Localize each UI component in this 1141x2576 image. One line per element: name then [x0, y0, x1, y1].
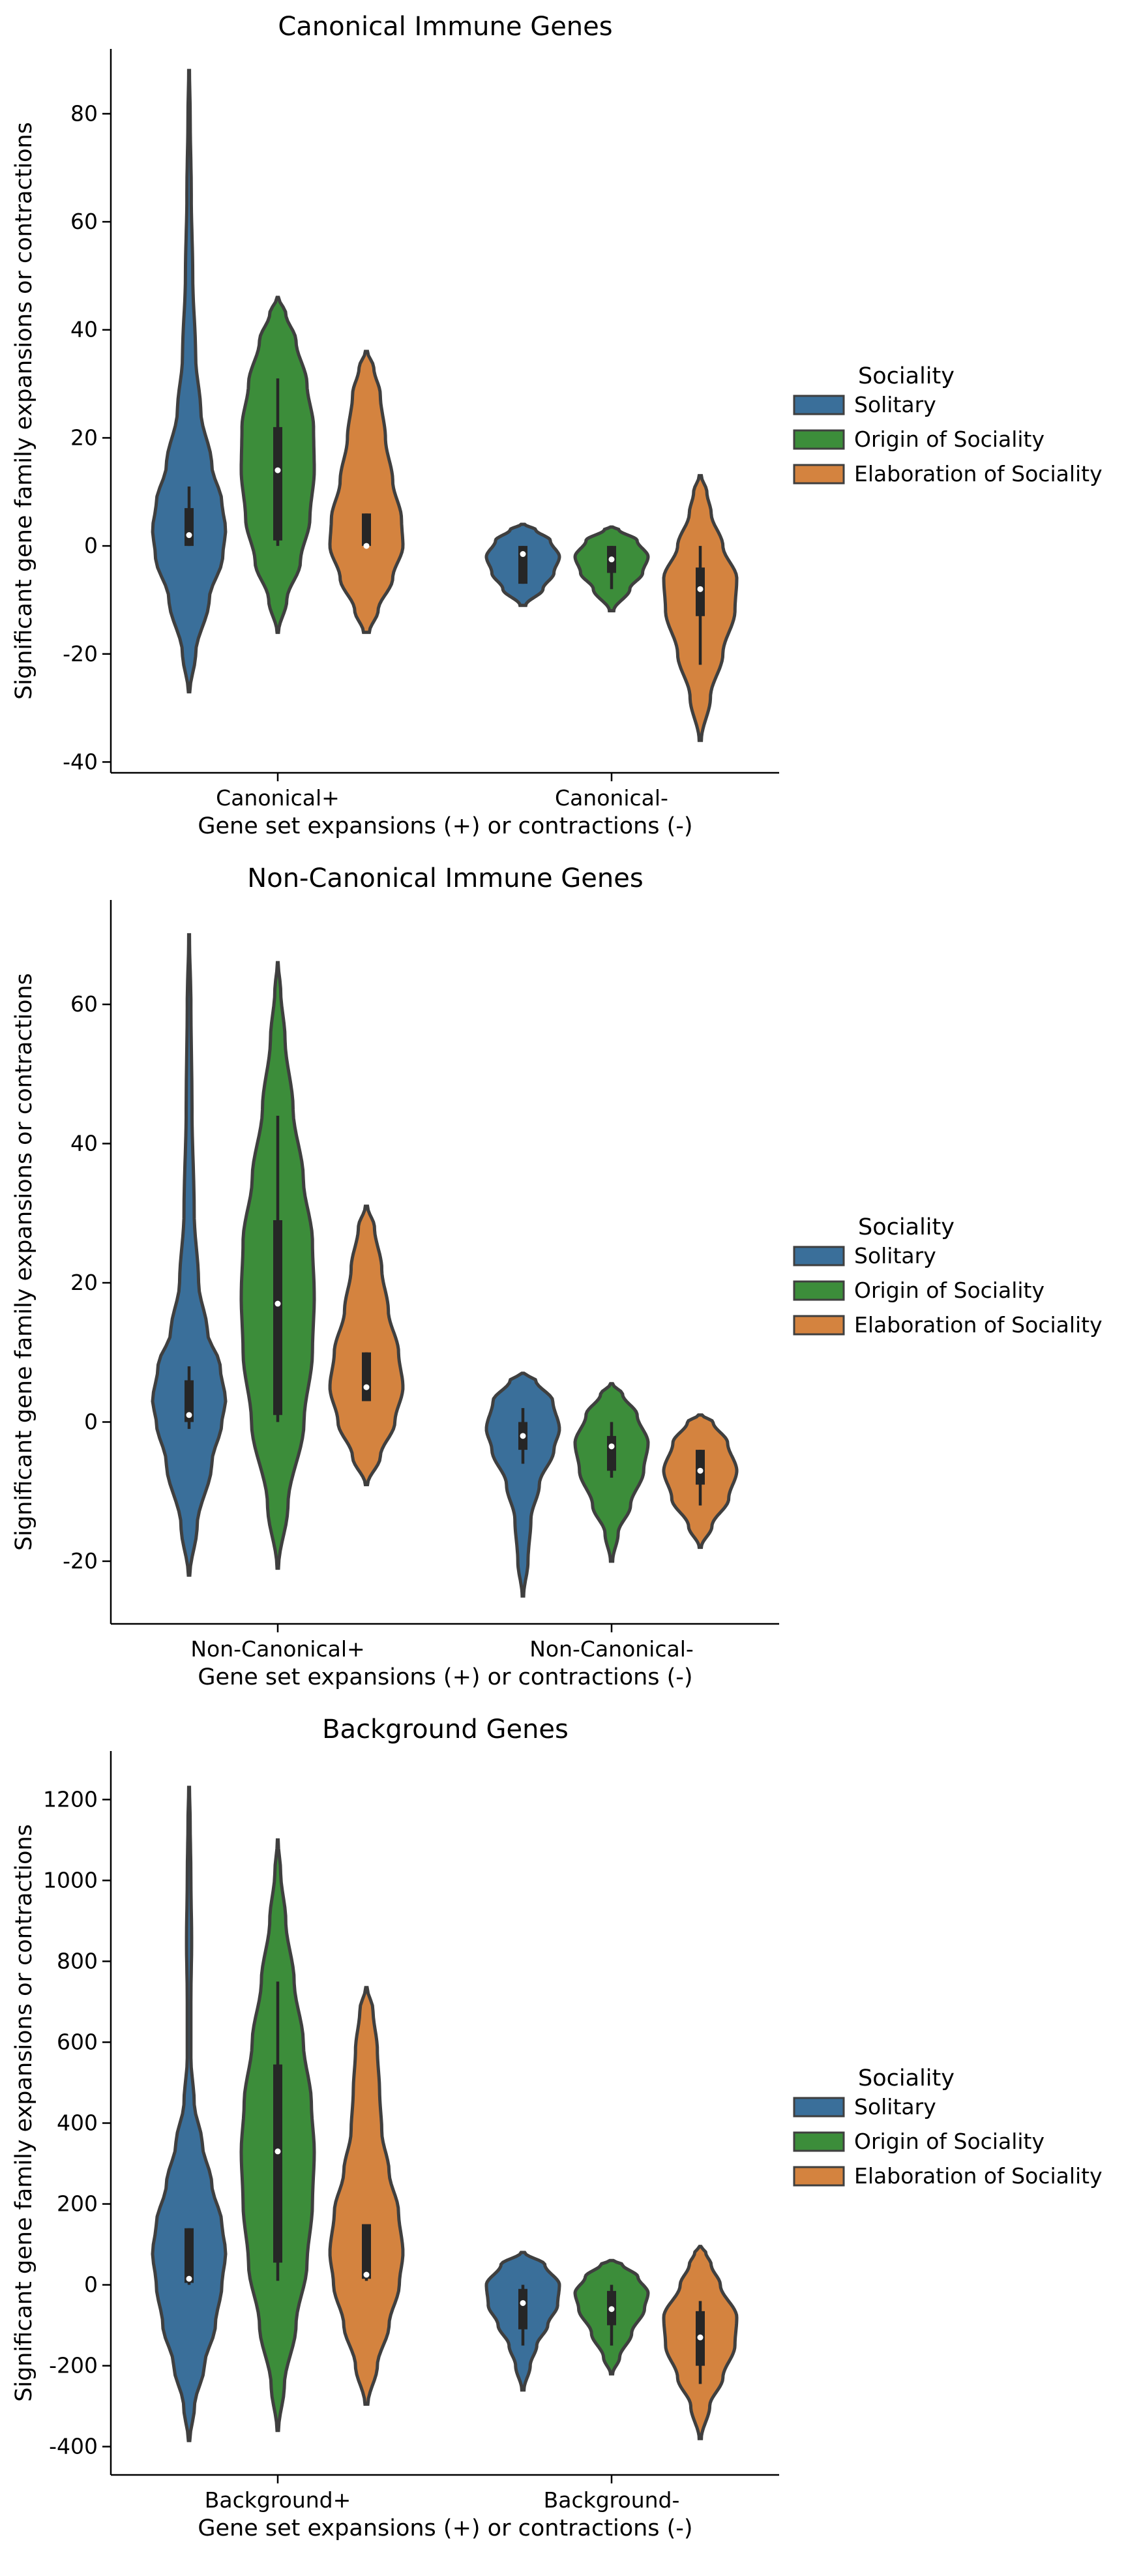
legend-label-solitary: Solitary	[854, 392, 936, 417]
violin-median-point	[363, 543, 370, 549]
plot-area	[151, 1786, 739, 2442]
legend: Sociality Solitary Origin of Sociality E…	[793, 1214, 1103, 1338]
violin-median-point	[274, 2148, 281, 2155]
y-tick-label: 1200	[43, 1786, 98, 1812]
panel-background: Background Genes -400 -200 0 200 400 600 800 10…	[11, 1715, 1103, 2541]
legend-label-solitary: Solitary	[854, 1243, 936, 1268]
y-tick-label: -20	[63, 641, 98, 666]
legend-swatch-solitary	[793, 395, 845, 415]
violin-median-point	[520, 2299, 526, 2306]
panel-title: Canonical Immune Genes	[278, 12, 612, 42]
y-tick-label: -20	[63, 1548, 98, 1574]
violin-median-point	[608, 556, 615, 563]
violin-median-point	[363, 1384, 370, 1390]
violin-median-point	[697, 586, 704, 592]
legend-label-origin: Origin of Sociality	[854, 427, 1045, 452]
y-tick-group: -20 0 20 40 60	[63, 991, 111, 1574]
x-tick-label: Non-Canonical+	[190, 1636, 364, 1662]
legend-swatch-origin	[793, 1280, 845, 1301]
legend-swatch-origin	[793, 429, 845, 450]
legend-label-elaboration: Elaboration of Sociality	[854, 461, 1103, 487]
violin-median-point	[363, 2271, 370, 2278]
legend-title: Sociality	[858, 1214, 955, 1240]
legend-swatch-solitary	[793, 2097, 845, 2118]
y-tick-label: 40	[70, 317, 98, 342]
violin-median-point	[697, 1467, 704, 1474]
legend-swatch-origin	[793, 2131, 845, 2152]
y-tick-label: 60	[70, 991, 98, 1017]
violin-median-point	[608, 2306, 615, 2313]
panel-canonical: Canonical Immune Genes -40 -20 0 20 40 60 80 C…	[11, 12, 1103, 839]
x-tick-label: Canonical+	[216, 785, 340, 811]
y-tick-label: 80	[70, 100, 98, 126]
violin-elaboration-of-sociality-background	[328, 1986, 405, 2406]
x-tick-label: Background+	[205, 2487, 351, 2513]
legend-label-elaboration: Elaboration of Sociality	[854, 1312, 1103, 1338]
plot-area	[151, 68, 739, 742]
y-tick-label: 0	[84, 2272, 98, 2298]
x-tick-label: Canonical-	[555, 785, 668, 811]
legend-label-solitary: Solitary	[854, 2094, 936, 2119]
y-tick-label: -200	[49, 2353, 98, 2378]
violin-elaboration-of-sociality-non-canonical	[328, 1205, 405, 1486]
legend-title: Sociality	[858, 363, 955, 389]
legend-swatch-elaboration	[793, 2166, 845, 2187]
violin-median-point	[697, 2334, 704, 2341]
legend: Sociality Solitary Origin of Sociality E…	[793, 2065, 1103, 2189]
panel-title: Non-Canonical Immune Genes	[247, 863, 643, 893]
violin-median-point	[520, 1433, 526, 1439]
legend-swatch-solitary	[793, 1246, 845, 1266]
legend-label-origin: Origin of Sociality	[854, 2129, 1045, 2154]
y-tick-label: -40	[63, 749, 98, 774]
x-axis-label: Gene set expansions (+) or contractions …	[198, 1664, 692, 1690]
y-tick-label: -400	[49, 2434, 98, 2459]
x-tick-label: Background-	[544, 2487, 680, 2513]
y-tick-label: 20	[70, 1270, 98, 1295]
x-axis-label: Gene set expansions (+) or contractions …	[198, 2515, 692, 2541]
y-tick-label: 600	[57, 2029, 98, 2054]
y-tick-label: 40	[70, 1131, 98, 1156]
violin-median-point	[186, 2275, 192, 2282]
violin-median-point	[274, 467, 281, 473]
legend-label-elaboration: Elaboration of Sociality	[854, 2163, 1103, 2189]
y-tick-group: -40 -20 0 20 40 60 80	[63, 100, 111, 774]
violin-median-point	[520, 551, 526, 558]
y-tick-label: 200	[57, 2191, 98, 2217]
y-axis-label: Significant gene family expansions or co…	[11, 973, 37, 1551]
y-tick-label: 20	[70, 425, 98, 450]
x-axis-label: Gene set expansions (+) or contractions …	[198, 813, 692, 839]
legend-label-origin: Origin of Sociality	[854, 1278, 1045, 1303]
y-tick-label: 0	[84, 533, 98, 558]
violin-solitary-non-canonical	[151, 933, 228, 1577]
violin-median-point	[186, 1412, 192, 1418]
legend-swatch-elaboration	[793, 1315, 845, 1336]
y-tick-label: 0	[84, 1409, 98, 1434]
violin-solitary-non-canonical	[484, 1371, 561, 1598]
y-tick-label: 400	[57, 2110, 98, 2136]
violin-median-point	[608, 1443, 615, 1450]
panel-non-canonical: Non-Canonical Immune Genes -20 0 20 40 60 No…	[11, 863, 1103, 1690]
violin-median-point	[186, 532, 192, 539]
legend-swatch-elaboration	[793, 464, 845, 485]
y-tick-group: -400 -200 0 200 400 600 800 1000 1200	[43, 1786, 111, 2459]
violin-solitary-canonical	[151, 68, 228, 694]
y-tick-label: 1000	[43, 1867, 98, 1893]
legend-title: Sociality	[858, 2065, 955, 2091]
legend: Sociality Solitary Origin of Sociality E…	[793, 363, 1103, 487]
panel-title: Background Genes	[322, 1715, 569, 1745]
x-tick-label: Non-Canonical-	[529, 1636, 694, 1662]
y-tick-label: 800	[57, 1948, 98, 1973]
y-axis-label: Significant gene family expansions or co…	[11, 122, 37, 700]
violin-median-point	[274, 1300, 281, 1307]
y-axis-label: Significant gene family expansions or co…	[11, 1824, 37, 2402]
violin-elaboration-of-sociality-canonical	[328, 350, 405, 635]
y-tick-label: 60	[70, 209, 98, 234]
violin-solitary-background	[151, 1786, 228, 2442]
plot-area	[151, 933, 739, 1598]
